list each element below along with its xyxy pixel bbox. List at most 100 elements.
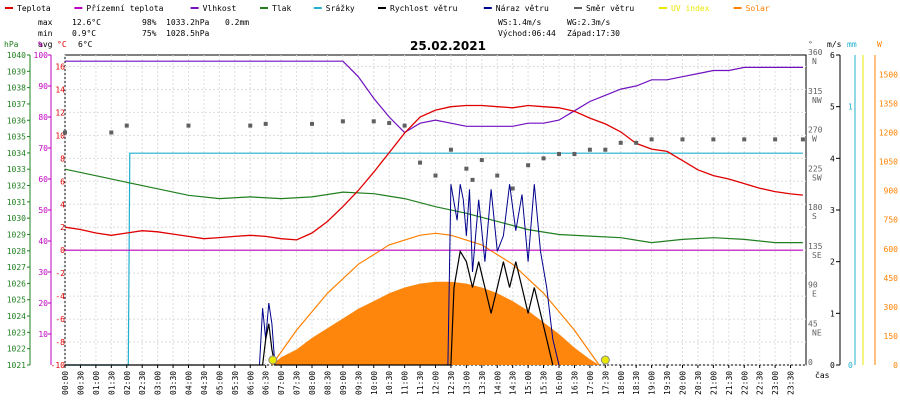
temp-tick-label: -4 [55,292,65,301]
legend-label: Teplota [17,4,51,13]
pressure-line [64,168,803,244]
x-tick-label: 06:30 [262,371,271,395]
x-unit-label: čas [815,370,830,380]
sunrise-info: Východ:06:44 [498,29,556,38]
humidity-tick-label: 10 [38,330,48,339]
direction-compass-label: S [812,212,817,221]
stats-max-press: 1033.2hPa [166,18,210,27]
x-tick-label: 18:30 [632,371,641,395]
x-tick-label: 19:30 [663,371,672,395]
wind-direction-mark [603,147,608,152]
temp-tick-label: -6 [55,315,65,324]
legend-item: Směr větru [574,4,634,13]
humidity-tick-label: 50 [38,206,48,215]
x-tick-label: 03:00 [154,371,163,395]
x-tick-label: 11:00 [401,371,410,395]
solar-tick-label: 1200 [879,129,898,138]
stats-min-label: min [38,29,53,38]
legend-label: Solar [746,4,770,13]
pressure-tick-label: 1029 [7,230,26,239]
x-tick-label: 23:30 [787,371,796,395]
x-tick-label: 10:00 [370,371,379,395]
pressure-tick-label: 1033 [7,165,26,174]
temp-tick-label: -10 [51,361,66,370]
x-tick-label: 09:00 [339,371,348,395]
legend-label: Vlhkost [203,4,237,13]
x-tick-label: 02:00 [123,371,132,395]
stats-max-hum: 98% [142,18,157,27]
x-tick-label: 12:30 [447,371,456,395]
rain-tick-label: 1 [848,103,853,112]
humidity-line [65,60,803,134]
direction-unit-label: ° [808,40,813,49]
direction-compass-label: N [812,57,817,66]
x-tick-label: 05:30 [231,371,240,395]
x-tick-label: 02:30 [138,371,147,395]
wind-direction-mark [680,137,685,142]
legend-item: Solar [733,4,770,13]
stats-max-temp: 12.6°C [72,18,101,27]
x-tick-label: 13:30 [478,371,487,395]
sunset-info: Západ:17:30 [567,29,620,38]
humidity-unit-label: % [38,40,43,49]
x-tick-label: 22:00 [740,371,749,395]
solar-tick-label: 450 [884,274,899,283]
x-tick-label: 14:00 [493,371,502,395]
x-tick-label: 00:30 [76,371,85,395]
wind-gust-line [65,184,560,366]
pressure-tick-label: 1032 [7,182,26,191]
solar-tick-label: 1500 [879,70,898,79]
stats-min-hum: 75% [142,29,157,38]
x-tick-label: 13:00 [462,371,471,395]
wind-tick-label: 5 [830,103,835,112]
pressure-tick-label: 1037 [7,100,26,109]
wind-direction-mark [340,119,345,124]
x-tick-label: 17:00 [586,371,595,395]
x-tick-label: 14:30 [509,371,518,395]
x-tick-label: 12:00 [432,371,441,395]
temp-tick-label: 12 [55,108,65,117]
wind-direction-mark [711,137,716,142]
humidity-tick-label: 100 [34,51,49,60]
x-tick-label: 06:00 [246,371,255,395]
wind-direction-mark [433,173,438,178]
x-tick-label: 05:00 [215,371,224,395]
wind-direction-mark [742,137,747,142]
pressure-tick-label: 1028 [7,247,26,256]
solar-tick-label: 1050 [879,158,898,167]
x-tick-label: 15:30 [540,371,549,395]
wind-direction-mark [618,140,623,145]
sunset-marker [600,355,610,365]
x-tick-label: 23:00 [771,371,780,395]
x-tick-label: 18:00 [617,371,626,395]
x-tick-label: 16:30 [570,371,579,395]
solar-tick-label: 1350 [879,99,898,108]
wind-direction-mark [800,137,805,142]
x-tick-label: 21:30 [725,371,734,395]
direction-tick-label: 180 [808,203,823,212]
pressure-tick-label: 1034 [7,149,26,158]
temp-tick-label: -2 [55,269,65,278]
legend-item: UV index [659,4,710,13]
sunrise-marker [268,355,278,365]
wind-tick-label: 3 [830,206,835,215]
temp-tick-label: 16 [55,62,65,71]
solar-tick-label: 150 [884,332,899,341]
x-tick-label: 17:30 [601,371,610,395]
x-tick-label: 16:00 [555,371,564,395]
legend-item: Přízemní teplota [74,4,164,13]
x-tick-label: 20:00 [679,371,688,395]
wind-direction-mark [587,147,592,152]
wind-direction-mark [470,177,475,182]
temperature-line [64,104,803,241]
x-tick-label: 07:30 [293,371,302,395]
pressure-tick-label: 1025 [7,296,26,305]
solar-tick-label: 750 [884,216,899,225]
x-tick-label: 07:00 [277,371,286,395]
direction-compass-label: SW [812,173,822,182]
legend-label: Přízemní teplota [86,4,163,13]
rain-tick-label: 0 [848,361,853,370]
x-tick-label: 11:30 [416,371,425,395]
wind-direction-mark [109,130,114,135]
wind-direction-mark [773,137,778,142]
